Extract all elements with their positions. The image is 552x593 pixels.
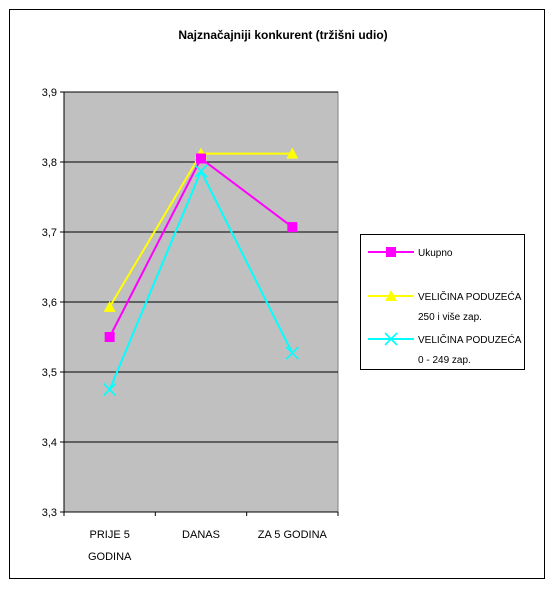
legend-marker <box>386 247 396 257</box>
y-tick-label: 3,7 <box>42 227 57 239</box>
y-axis-tick-labels: 3,3 3,4 3,5 3,6 3,7 3,8 3,9 <box>42 87 57 519</box>
x-tick-label: ZA 5 GODINA <box>258 529 328 541</box>
legend-label: 250 i više zap. <box>418 312 482 323</box>
legend-label: 0 - 249 zap. <box>418 355 471 366</box>
x-tick-label: PRIJE 5 GODINA <box>88 529 132 563</box>
x-tick-label-line: DANAS <box>182 529 220 541</box>
data-point-marker-stroke <box>103 382 117 397</box>
data-point-marker <box>103 382 117 397</box>
legend: Ukupno VELIČINA PODUZEĆA 250 i više zap. VE… <box>368 247 522 366</box>
x-tick-label-line: ZA 5 GODINA <box>258 529 328 541</box>
legend-marker-stroke <box>384 332 398 346</box>
legend-label: VELIČINA PODUZEĆA <box>418 333 522 346</box>
y-tick-label: 3,3 <box>42 507 57 519</box>
data-point-marker <box>103 300 116 312</box>
data-point-marker <box>286 147 299 159</box>
y-tick-label: 3,8 <box>42 157 57 169</box>
data-point-marker <box>104 332 115 342</box>
y-tick-label: 3,5 <box>42 367 57 379</box>
x-tick-label: DANAS <box>182 529 220 541</box>
data-point-marker-stroke <box>285 346 299 360</box>
x-tick-label-line: PRIJE 5 <box>89 529 129 541</box>
y-tick-label: 3,4 <box>42 437 57 449</box>
data-point-marker <box>285 346 299 360</box>
legend-marker <box>385 290 397 301</box>
y-tick-label: 3,9 <box>42 87 57 99</box>
legend-label: VELIČINA PODUZEĆA <box>418 290 522 303</box>
data-point-marker-stroke <box>194 164 208 178</box>
series-lines <box>103 147 299 397</box>
chart-title: Najznačajniji konkurent (tržišni udio) <box>178 28 387 42</box>
x-tick-label-line: GODINA <box>88 551 132 563</box>
axes <box>60 91 339 516</box>
data-point-marker <box>287 222 298 233</box>
legend-marker <box>384 332 398 346</box>
legend-label: Ukupno <box>418 248 453 259</box>
y-tick-label: 3,6 <box>42 297 57 309</box>
data-point-marker <box>194 164 208 178</box>
x-axis-tick-labels: PRIJE 5 GODINA DANAS ZA 5 GODINA <box>88 529 328 563</box>
data-point-marker <box>196 153 206 164</box>
